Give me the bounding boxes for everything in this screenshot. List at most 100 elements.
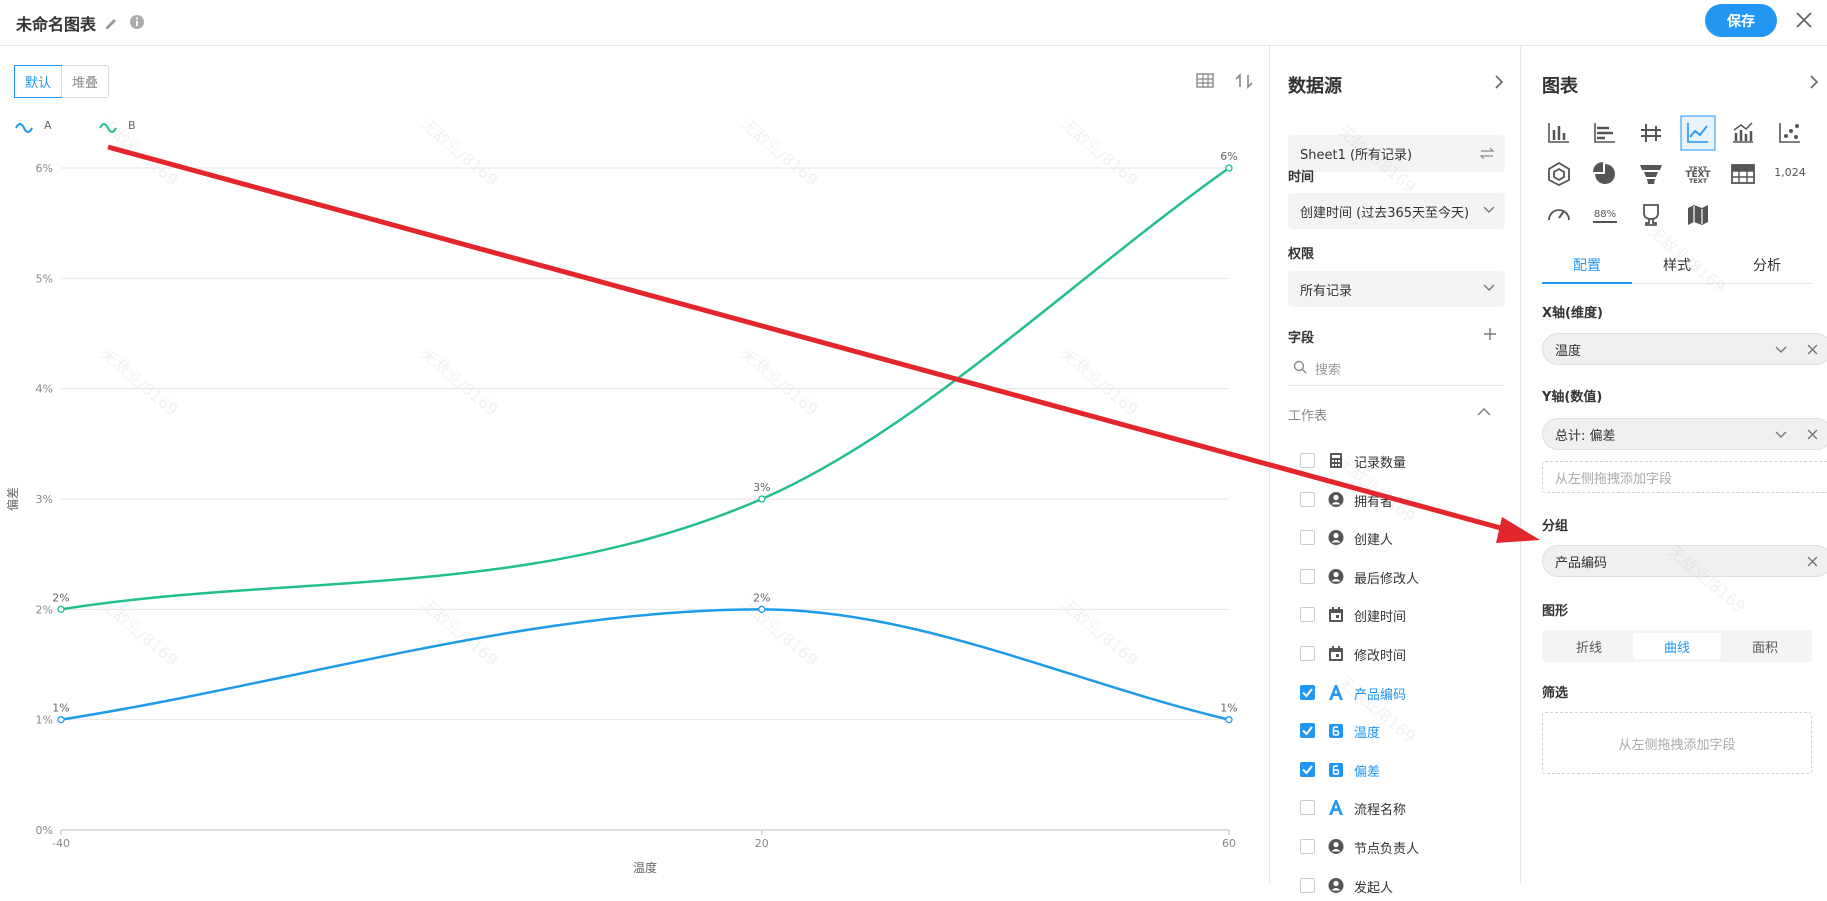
checkbox[interactable]	[1300, 877, 1315, 893]
field-actions	[1775, 429, 1818, 440]
checkbox[interactable]	[1300, 800, 1315, 816]
value-label: 2%	[52, 591, 69, 604]
checkbox[interactable]	[1300, 839, 1315, 854]
value: 所有记录	[1300, 283, 1353, 299]
checkbox[interactable]	[1300, 530, 1315, 546]
x-tick-label: 60	[1222, 837, 1236, 850]
chart-type-icon[interactable]	[1640, 165, 1662, 184]
time-select[interactable]: 创建时间 (过去365天至今天)	[1288, 193, 1505, 229]
field-row[interactable]: 创建人	[1288, 523, 1505, 553]
chart-type-icon[interactable]	[1643, 204, 1659, 226]
chart-type-icon[interactable]	[1548, 161, 1570, 187]
label: 时间	[1288, 170, 1315, 185]
field-row[interactable]: 节点负责人	[1288, 832, 1505, 862]
field-row[interactable]: 流程名称	[1288, 793, 1505, 823]
save-button[interactable]: 保存	[1705, 4, 1777, 37]
field-name: 节点负责人	[1354, 842, 1420, 857]
tab[interactable]: 样式	[1663, 258, 1691, 274]
group-field[interactable]: 产品编码	[1542, 545, 1827, 577]
checkbox[interactable]	[1300, 453, 1315, 468]
value-label: 1%	[52, 702, 69, 715]
label: 字段	[1288, 331, 1315, 346]
checkbox[interactable]	[1300, 646, 1315, 661]
field-icon	[1328, 839, 1344, 854]
field-name: 拥有者	[1354, 494, 1394, 510]
collapse-worksheet[interactable]	[1477, 407, 1491, 417]
watermark: 无敌业/8169	[1057, 595, 1141, 670]
chart-type-icon[interactable]	[1779, 123, 1800, 143]
chart-type-icon[interactable]	[1733, 122, 1753, 143]
collapse[interactable]	[1808, 74, 1820, 90]
chart-panel: 图表 TEXT TEXT TEXT 1,024 88% 配置 样式 分析 X轴(维度) 温度…	[1520, 46, 1827, 883]
checkbox[interactable]	[1300, 761, 1315, 777]
checkbox[interactable]	[1300, 723, 1315, 739]
y-axis-field[interactable]: 总计: 偏差	[1542, 418, 1827, 450]
shape-option[interactable]: 曲线	[1633, 633, 1721, 659]
tab-line	[1542, 283, 1812, 284]
legend-label: A	[44, 119, 52, 132]
legend-label: B	[128, 119, 136, 132]
field-row[interactable]: 记录数量	[1288, 446, 1505, 476]
tab[interactable]: 分析	[1753, 258, 1781, 274]
icon-text: 1,024	[1774, 166, 1806, 179]
hint: 从左侧拖拽添加字段	[1618, 737, 1736, 753]
chart-type-icon[interactable]	[1641, 124, 1661, 142]
field-row[interactable]: 发起人	[1288, 871, 1505, 901]
watermark: 无敌业/8169	[97, 345, 181, 420]
label: Y轴(数值)	[1542, 390, 1603, 405]
value: 产品编码	[1555, 555, 1608, 571]
icon-text: TEXT	[1689, 165, 1708, 173]
panel-title: 数据源	[1288, 76, 1342, 97]
add-field[interactable]	[1483, 327, 1497, 341]
checkbox[interactable]	[1300, 491, 1315, 507]
shape-option[interactable]: 面积	[1751, 640, 1778, 656]
field-row[interactable]: 拥有者	[1288, 485, 1505, 515]
collapse[interactable]	[1493, 74, 1505, 90]
data-source-panel: 数据源 Sheet1 (所有记录) 时间 创建时间 (过去365天至今天) 权限…	[1271, 46, 1520, 896]
field-icon	[1329, 684, 1343, 700]
watermark: 无敌业/8169	[737, 595, 821, 670]
data-point	[1225, 716, 1233, 724]
field-row[interactable]: 偏差	[1288, 755, 1505, 785]
chart-type-icon[interactable]	[1688, 205, 1708, 225]
field-row[interactable]: 温度	[1288, 716, 1505, 746]
data-point	[1225, 164, 1233, 172]
mode-button[interactable]: 默认	[14, 65, 63, 98]
chart-type-icon[interactable]	[1594, 123, 1615, 143]
y-tick-label: 4%	[36, 383, 53, 396]
checkbox[interactable]	[1300, 568, 1315, 584]
x-axis-field[interactable]: 温度	[1542, 333, 1827, 365]
value: 创建时间 (过去365天至今天)	[1300, 205, 1470, 221]
chart-type-icon[interactable]	[1548, 123, 1569, 143]
value-label: 6%	[1220, 150, 1237, 163]
filter-drop-zone[interactable]: 从左侧拖拽添加字段	[1542, 712, 1812, 774]
permission-select[interactable]: 所有记录	[1288, 271, 1505, 307]
drop-zone[interactable]: 从左侧拖拽添加字段	[1542, 461, 1827, 493]
field-row[interactable]: 创建时间	[1288, 600, 1505, 630]
field-row[interactable]: 修改时间	[1288, 639, 1505, 669]
chart-type-icon[interactable]	[1680, 115, 1716, 151]
close-button[interactable]	[1795, 11, 1813, 29]
field-row[interactable]: 最后修改人	[1288, 562, 1505, 592]
search-input[interactable]: 搜索	[1315, 363, 1342, 378]
checkbox[interactable]	[1300, 607, 1315, 623]
shape-option[interactable]: 折线	[1575, 640, 1602, 656]
mode-button[interactable]: 堆叠	[61, 66, 108, 97]
chart-type-icon[interactable]	[1593, 162, 1615, 184]
line-chart: 无敌业/8169 无敌业/8169 无敌业/8169 无敌业/8169 无敌业/8169…	[5, 115, 1238, 875]
data-point	[758, 605, 766, 613]
y-axis-title: 偏差	[5, 487, 20, 511]
chart-type-icon[interactable]	[1731, 164, 1755, 184]
tab[interactable]: 配置	[1542, 251, 1632, 284]
chart-type-icon[interactable]	[1548, 209, 1570, 221]
field-icon	[1329, 646, 1343, 661]
watermark: 无敌业/8169	[97, 115, 181, 190]
field-icon	[1328, 530, 1344, 546]
checkbox[interactable]	[1300, 684, 1315, 700]
field-row[interactable]: 产品编码	[1288, 678, 1505, 708]
y-tick-label: 3%	[36, 493, 53, 506]
field-icon	[1329, 607, 1343, 623]
sheet-select[interactable]: Sheet1 (所有记录)	[1288, 135, 1505, 172]
field-name: 发起人	[1354, 880, 1394, 896]
chart-name[interactable]: 未命名图表	[16, 15, 97, 34]
